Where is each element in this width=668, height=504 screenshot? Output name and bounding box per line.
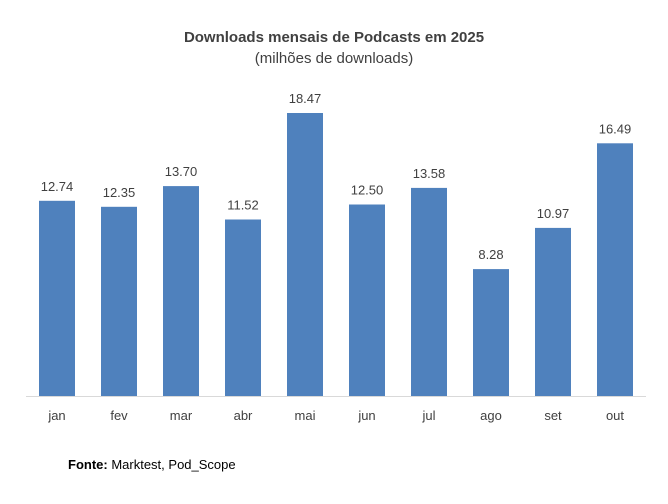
data-label-jul: 13.58 (413, 166, 446, 181)
data-label-abr: 11.52 (227, 198, 259, 213)
x-tick-set: set (544, 408, 562, 423)
x-tick-fev: fev (110, 408, 128, 423)
bar-ago (473, 269, 509, 396)
x-tick-jun: jun (357, 408, 375, 423)
bar-mai (287, 113, 323, 396)
bar-out (597, 143, 633, 396)
chart-subtitle: (milhões de downloads) (254, 50, 414, 67)
bars-group (39, 113, 633, 396)
data-label-mai: 18.47 (289, 91, 322, 106)
bar-mar (163, 186, 199, 396)
data-label-out: 16.49 (599, 121, 632, 136)
data-label-ago: 8.28 (478, 247, 503, 262)
bar-abr (225, 219, 261, 396)
data-labels: 12.74 12.35 13.70 11.52 18.47 12.50 13.58 8.28 1… (41, 91, 632, 262)
data-label-mar: 13.70 (165, 164, 198, 179)
bar-fev (101, 206, 137, 396)
source-label: Fonte: (68, 457, 108, 472)
x-tick-mai: mai (295, 408, 316, 423)
data-label-jun: 12.50 (351, 183, 384, 198)
x-tick-jul: jul (421, 408, 435, 423)
source-text: Marktest, Pod_Scope (107, 457, 236, 472)
data-label-jan: 12.74 (41, 179, 74, 194)
x-tick-jan: jan (47, 408, 65, 423)
source-note: Fonte: Marktest, Pod_Scope (68, 457, 236, 472)
x-tick-out: out (606, 408, 624, 423)
x-tick-mar: mar (170, 408, 193, 423)
bar-jun (349, 204, 385, 396)
data-label-fev: 12.35 (103, 185, 136, 200)
chart-title: Downloads mensais de Podcasts em 2025 (183, 29, 485, 46)
data-label-set: 10.97 (537, 206, 570, 221)
x-tick-ago: ago (480, 408, 502, 423)
bar-jul (411, 187, 447, 396)
x-tick-labels: jan fev mar abr mai jun jul ago set out (47, 408, 624, 423)
x-tick-abr: abr (234, 408, 253, 423)
bar-jan (39, 200, 75, 396)
bar-set (535, 227, 571, 396)
